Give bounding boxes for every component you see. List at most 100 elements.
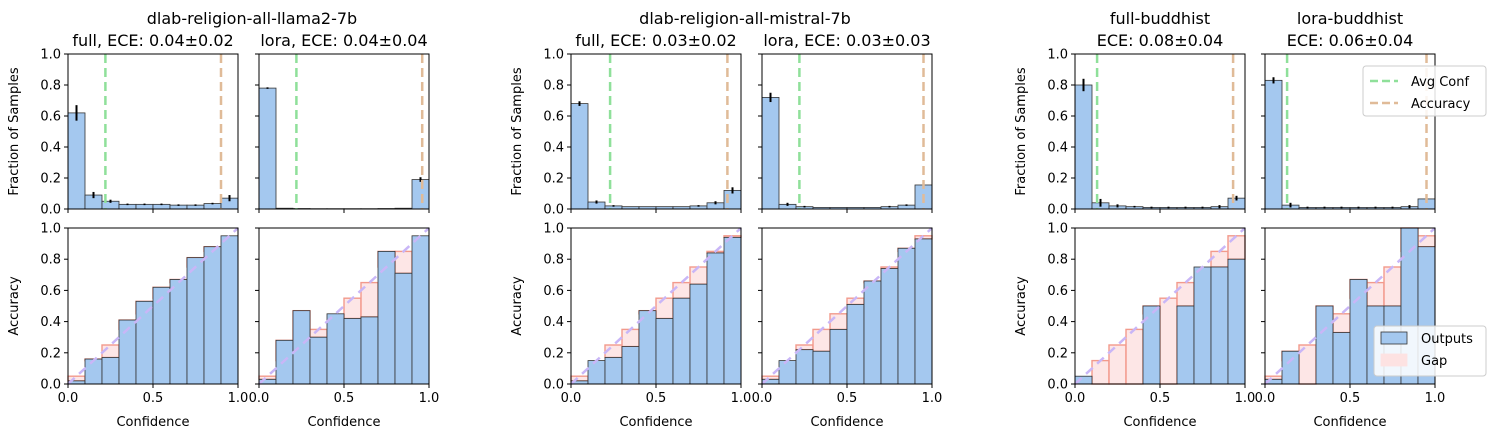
top-ytick-label: 0.6 — [543, 110, 564, 125]
gap-bar — [394, 250, 413, 274]
output-bar — [689, 283, 708, 385]
bottom-xtick-label: 0.0 — [249, 391, 270, 406]
bottom-xtick-label: 0.5 — [837, 391, 858, 406]
legend-accuracy-label: Accuracy — [1411, 97, 1471, 112]
bottom-ytick-label: 0.0 — [40, 378, 61, 393]
top-ytick-label: 0.6 — [1047, 110, 1068, 125]
top-ytick-label: 0.2 — [40, 172, 61, 187]
bottom-xtick-label: 0.5 — [334, 391, 355, 406]
panel-title: lora, ECE: 0.03±0.03 — [763, 31, 930, 50]
bottom-xtick-label: 1.0 — [419, 391, 440, 406]
bottom-ytick-label: 0.2 — [543, 346, 564, 361]
output-bar — [723, 236, 742, 385]
diagonal-line — [761, 227, 933, 385]
gap-bar — [621, 328, 640, 348]
legend-outputs-label: Outputs — [1421, 332, 1473, 347]
top-axes-frame — [570, 53, 742, 210]
hist-bar — [203, 203, 222, 210]
gap-bar — [672, 281, 691, 299]
output-bar — [829, 328, 848, 385]
diagonal-line — [1264, 227, 1436, 385]
gap-bar — [343, 297, 362, 320]
output-bar — [863, 280, 882, 385]
gap-bar — [1332, 313, 1351, 334]
top-ytick-label: 0.2 — [543, 172, 564, 187]
gap-bar — [1159, 297, 1178, 385]
output-bar — [220, 235, 239, 385]
panel-4: full-buddhist ECE: 0.08±0.04 0.0 0.2 0.4 0.6 0… — [1014, 9, 1255, 430]
top-ytick-label: 0.6 — [40, 110, 61, 125]
hist-bar — [761, 97, 780, 210]
output-bar — [621, 346, 640, 385]
legends: Avg Conf Accuracy Outputs Gap — [1362, 65, 1487, 377]
bottom-ytick-label: 0.2 — [1047, 346, 1068, 361]
gap-bar — [1176, 281, 1195, 307]
output-bar — [812, 350, 831, 385]
hist-bar — [67, 112, 86, 210]
bottom-xlabel: Confidence — [1313, 415, 1386, 430]
bottom-xlabel: Confidence — [619, 415, 692, 430]
diagonal-line — [67, 227, 239, 385]
output-bar — [1176, 305, 1195, 385]
bottom-xtick-label: 1.0 — [1235, 391, 1256, 406]
output-bar — [101, 357, 120, 385]
output-bar — [1193, 266, 1212, 385]
legend-top-box — [1362, 65, 1487, 117]
gap-bar — [1383, 266, 1402, 307]
output-bar — [309, 336, 328, 385]
bottom-ytick-label: 1.0 — [543, 222, 564, 237]
gap-bar — [1125, 328, 1144, 385]
panel-2: full, ECE: 0.03±0.02 0.0 0.2 0.4 0.6 0.8 1.0 Fr… — [510, 31, 751, 430]
gap-bar — [1264, 375, 1283, 381]
output-bar — [360, 316, 379, 385]
output-bar — [638, 310, 657, 385]
gap-bar — [1227, 235, 1246, 260]
bottom-xtick-label: 0.5 — [1150, 391, 1171, 406]
output-bar — [186, 257, 205, 385]
bottom-xlabel: Confidence — [1123, 415, 1196, 430]
bottom-xtick-label: 1.0 — [1425, 391, 1446, 406]
hist-bar — [570, 103, 589, 210]
group-title-llama2: dlab-religion-all-llama2-7b — [147, 9, 357, 28]
top-axes-frame — [761, 53, 933, 210]
top-ytick-label: 1.0 — [543, 48, 564, 63]
gap-bar — [689, 266, 708, 285]
output-bar — [411, 235, 430, 385]
top-ylabel: Fraction of Samples — [510, 67, 525, 195]
bottom-ytick-label: 0.8 — [543, 253, 564, 268]
gap-bar — [812, 328, 831, 352]
output-bar — [135, 300, 154, 385]
top-ytick-label: 0.4 — [40, 141, 61, 156]
bottom-ytick-label: 0.6 — [543, 284, 564, 299]
bottom-xtick-label: 0.0 — [1065, 391, 1086, 406]
output-bar — [203, 246, 222, 385]
bottom-ytick-label: 0.0 — [543, 378, 564, 393]
bottom-ytick-label: 1.0 — [40, 222, 61, 237]
hist-bar — [258, 87, 277, 210]
output-bar — [880, 268, 899, 385]
bottom-xlabel: Confidence — [307, 415, 380, 430]
legend-bottom: Outputs Gap — [1373, 325, 1487, 377]
bottom-ytick-label: 0.2 — [40, 346, 61, 361]
bottom-ytick-label: 0.8 — [40, 253, 61, 268]
bottom-ylabel: Accuracy — [7, 276, 22, 336]
legend-gap-label: Gap — [1421, 354, 1447, 369]
hist-bar — [1264, 79, 1283, 210]
top-ytick-label: 0.0 — [543, 203, 564, 218]
bottom-ytick-label: 0.4 — [40, 315, 61, 330]
output-bar — [152, 286, 171, 385]
top-ytick-label: 0.8 — [543, 79, 564, 94]
output-bar — [1332, 332, 1351, 385]
output-bar — [1281, 350, 1300, 385]
hist-bar — [1074, 84, 1093, 210]
output-bar — [84, 358, 103, 385]
group-title-mistral: dlab-religion-all-mistral-7b — [639, 9, 851, 28]
output-bar — [897, 247, 916, 385]
output-bar — [655, 318, 674, 385]
bottom-ytick-label: 0.6 — [40, 284, 61, 299]
legend-gap-swatch — [1380, 353, 1408, 367]
output-bar — [1315, 305, 1334, 385]
bottom-xtick-label: 1.0 — [228, 391, 249, 406]
output-bar — [1210, 266, 1229, 385]
